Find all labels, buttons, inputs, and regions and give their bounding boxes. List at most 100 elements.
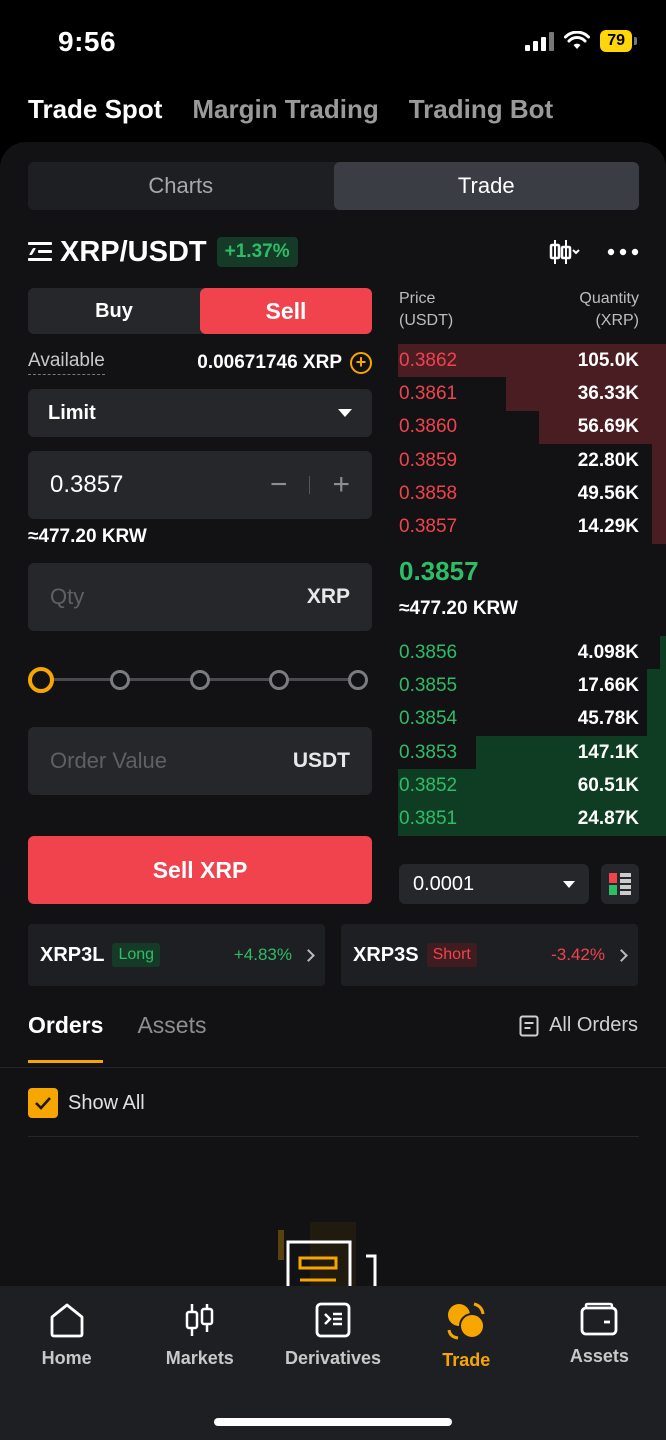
bids-price: 0.3851 — [399, 808, 458, 830]
nav-trade[interactable]: Trade — [400, 1302, 533, 1371]
nav-home-label: Home — [41, 1348, 92, 1368]
percent-slider[interactable] — [28, 667, 372, 693]
nav-assets-label: Assets — [569, 1346, 629, 1366]
tab-assets[interactable]: Assets — [137, 1012, 207, 1038]
qty-unit: XRP — [306, 585, 350, 608]
nav-derivatives[interactable]: Derivatives — [266, 1302, 399, 1371]
trade-toggle[interactable]: Trade — [333, 162, 639, 210]
slider-step-100[interactable] — [348, 670, 368, 690]
sell-tab[interactable]: Sell — [200, 288, 372, 334]
view-toggle: Charts Trade — [28, 162, 639, 210]
bids-qty: 60.51K — [577, 774, 639, 796]
buy-tab[interactable]: Buy — [95, 299, 133, 322]
price-unit: (USDT) — [399, 312, 454, 329]
nav-markets[interactable]: Markets — [133, 1302, 266, 1371]
order-value-unit: USDT — [292, 749, 350, 772]
orderbook-layout-button[interactable] — [601, 864, 639, 904]
nav-trade-label: Trade — [442, 1350, 491, 1370]
slider-step-75[interactable] — [269, 670, 289, 690]
asks-order-row[interactable]: 0.3859 22.80K — [390, 443, 666, 478]
tab-margin-trading[interactable]: Margin Trading — [192, 94, 379, 124]
asks-order-row[interactable]: 0.3862 105.0K — [390, 344, 666, 378]
bids-order-row[interactable]: 0.3854 45.78K — [390, 702, 666, 736]
price-input[interactable]: 0.3857 − + — [28, 451, 372, 519]
asks-qty: 105.0K — [577, 349, 639, 371]
stepper-divider — [309, 476, 311, 494]
last-price[interactable]: 0.3857 — [399, 556, 479, 586]
nav-home[interactable]: Home — [0, 1302, 133, 1371]
asks-price: 0.3858 — [399, 482, 458, 504]
bids-qty: 17.66K — [577, 674, 639, 696]
buy-sell-toggle: Buy Sell — [28, 288, 372, 334]
tick-size-select[interactable]: 0.0001 — [399, 864, 589, 904]
bids-depth-bar — [475, 735, 666, 770]
pair-name[interactable]: XRP/USDT — [60, 235, 207, 268]
order-value-input[interactable]: Order Value USDT — [28, 727, 372, 795]
tab-trade-spot[interactable]: Trade Spot — [28, 94, 163, 124]
plus-icon[interactable]: + — [332, 468, 350, 501]
order-type-select[interactable]: Limit — [28, 389, 372, 437]
orderbook-header: Price (USDT) Quantity (XRP) — [399, 288, 639, 332]
pair-list-icon[interactable] — [28, 242, 52, 262]
bids-order-row[interactable]: 0.3856 4.098K — [390, 636, 666, 670]
minus-icon[interactable]: − — [269, 468, 288, 501]
asks-qty: 49.56K — [577, 482, 639, 504]
asks-depth-bar — [398, 344, 666, 378]
charts-toggle[interactable]: Charts — [148, 173, 214, 198]
slider-step-25[interactable] — [110, 670, 130, 690]
ask-orders: 0.3862 105.0K 0.3861 36.33K 0.3860 56.69K 0.38… — [390, 344, 666, 544]
bids-order-row[interactable]: 0.3852 60.51K — [390, 769, 666, 803]
asks-order-row[interactable]: 0.3860 56.69K — [390, 410, 666, 444]
slider-step-50[interactable] — [190, 670, 210, 690]
checkbox-checked-icon[interactable] — [28, 1088, 58, 1118]
tick-size-value: 0.0001 — [413, 872, 475, 895]
bids-order-row[interactable]: 0.3855 17.66K — [390, 669, 666, 703]
asks-qty: 14.29K — [577, 516, 639, 538]
sell-xrp-button[interactable]: Sell XRP — [28, 836, 372, 904]
show-all-checkbox[interactable]: Show All — [28, 1088, 145, 1118]
slider-handle[interactable] — [28, 667, 54, 693]
qty-unit-header: (XRP) — [595, 312, 639, 329]
bids-price: 0.3854 — [399, 708, 458, 730]
caret-down-icon — [563, 880, 575, 888]
leveraged-token-name: XRP3L — [40, 943, 105, 966]
qty-input[interactable]: Qty XRP — [28, 563, 372, 631]
more-icon[interactable] — [607, 248, 639, 256]
orderbook-layout-icon — [609, 873, 631, 895]
status-time: 9:56 — [58, 26, 117, 57]
home-indicator[interactable] — [214, 1418, 452, 1426]
nav-assets[interactable]: Assets — [533, 1302, 666, 1371]
bids-order-row[interactable]: 0.3851 24.87K — [390, 802, 666, 836]
wifi-icon — [564, 31, 591, 49]
bids-order-row[interactable]: 0.3853 147.1K — [390, 735, 666, 770]
asks-price: 0.3862 — [399, 349, 458, 371]
bids-price: 0.3856 — [399, 641, 458, 663]
markets-icon — [185, 1304, 214, 1336]
order-value-placeholder: Order Value — [50, 748, 167, 773]
leveraged-token-long[interactable]: XRP3L Long +4.83% — [28, 924, 325, 986]
bids-qty: 24.87K — [577, 808, 639, 830]
leveraged-token-change: -3.42% — [551, 945, 605, 964]
leveraged-token-short[interactable]: XRP3S Short -3.42% — [341, 924, 638, 986]
asks-order-row[interactable]: 0.3857 14.29K — [390, 510, 666, 544]
tab-trading-bot[interactable]: Trading Bot — [408, 94, 554, 124]
last-price-krw: ≈477.20 KRW — [399, 598, 518, 619]
all-orders-link[interactable]: All Orders — [519, 1014, 638, 1037]
tab-orders[interactable]: Orders — [28, 1012, 104, 1063]
nav-markets-label: Markets — [165, 1348, 234, 1368]
pair-actions — [549, 238, 639, 266]
add-funds-icon[interactable]: + — [350, 351, 372, 374]
asks-order-row[interactable]: 0.3861 36.33K — [390, 377, 666, 411]
trade-panel: Charts Trade XRP/USDT +1.37% Buy — [0, 142, 666, 1440]
bids-price: 0.3853 — [399, 741, 458, 763]
bids-depth-bar — [646, 669, 666, 703]
bottom-nav: Home Markets Derivatives — [0, 1286, 666, 1440]
available-label[interactable]: Available — [28, 350, 105, 375]
nav-derivatives-label: Derivatives — [284, 1348, 382, 1368]
asks-depth-bar — [652, 443, 666, 478]
asks-order-row[interactable]: 0.3858 49.56K — [390, 477, 666, 511]
bids-qty: 4.098K — [577, 641, 639, 663]
show-all-label: Show All — [68, 1091, 145, 1114]
candlestick-chart-icon[interactable] — [549, 238, 581, 266]
document-icon — [519, 1015, 539, 1036]
